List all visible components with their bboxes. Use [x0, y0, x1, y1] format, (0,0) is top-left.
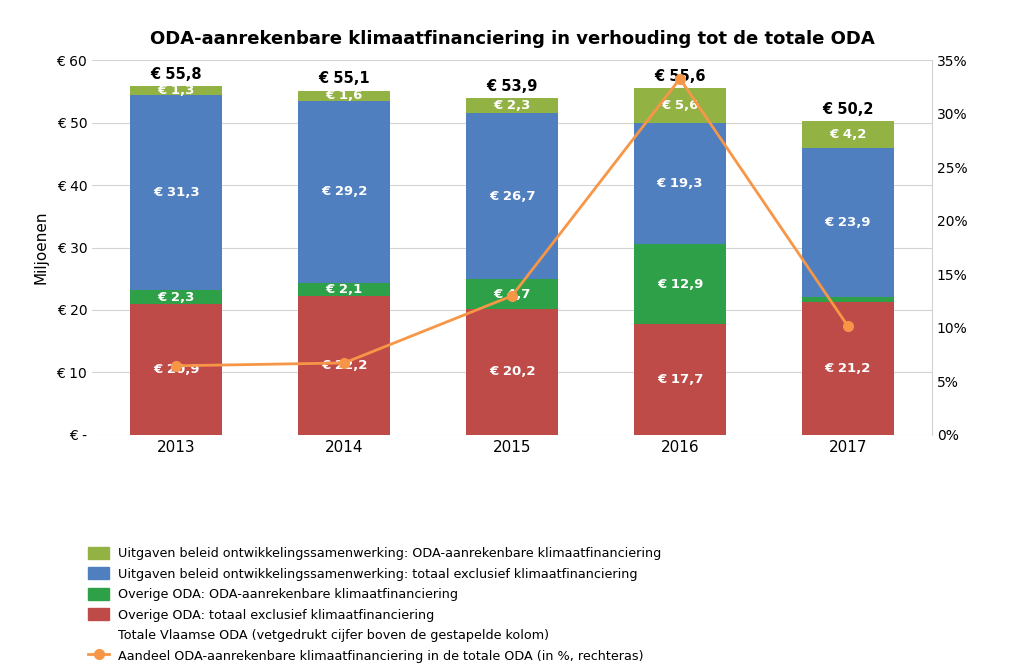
Bar [466, 308, 558, 435]
Text: € 1,6: € 1,6 [326, 89, 362, 102]
Text: € 50,2: € 50,2 [822, 102, 873, 117]
Bar [634, 88, 726, 123]
Text: € 17,7: € 17,7 [656, 373, 703, 386]
Bar [802, 302, 894, 435]
Text: € 22,2: € 22,2 [321, 359, 368, 372]
Title: ODA-aanrekenbare klimaatfinanciering in verhouding tot de totale ODA: ODA-aanrekenbare klimaatfinanciering in … [150, 29, 874, 47]
Bar [634, 244, 726, 324]
Text: € 26,7: € 26,7 [488, 189, 536, 203]
Text: € 31,3: € 31,3 [153, 186, 200, 199]
Bar [298, 296, 390, 435]
Text: € 4,2: € 4,2 [829, 128, 866, 141]
Text: € 21,2: € 21,2 [824, 362, 871, 375]
Text: € 55,6: € 55,6 [654, 69, 706, 84]
Bar [802, 148, 894, 297]
Bar [130, 290, 222, 304]
Bar [130, 304, 222, 435]
Text: € 20,2: € 20,2 [488, 365, 536, 378]
Text: € 1,3: € 1,3 [158, 84, 195, 97]
Text: € 12,9: € 12,9 [656, 278, 703, 290]
Bar [634, 324, 726, 435]
Text: € 55,8: € 55,8 [151, 67, 202, 82]
Text: € 29,2: € 29,2 [321, 185, 368, 199]
Text: € 53,9: € 53,9 [486, 79, 538, 94]
Bar [466, 98, 558, 112]
Bar [466, 112, 558, 280]
Text: € 19,3: € 19,3 [656, 177, 703, 190]
Text: € 2,3: € 2,3 [158, 290, 195, 304]
Text: € 4,7: € 4,7 [494, 288, 530, 300]
Y-axis label: Miljoenen: Miljoenen [33, 211, 48, 284]
Bar [634, 123, 726, 244]
Legend: Uitgaven beleid ontwikkelingssamenwerking: ODA-aanrekenbare klimaatfinanciering,: Uitgaven beleid ontwikkelingssamenwerkin… [88, 547, 660, 662]
Text: € 20,9: € 20,9 [153, 363, 200, 376]
Bar [466, 280, 558, 308]
Bar [298, 283, 390, 296]
Text: € 5,6: € 5,6 [662, 99, 698, 112]
Bar [802, 121, 894, 148]
Bar [298, 91, 390, 101]
Text: € 2,1: € 2,1 [326, 283, 362, 296]
Text: € 2,3: € 2,3 [494, 99, 530, 112]
Text: € 23,9: € 23,9 [824, 215, 871, 229]
Bar [130, 94, 222, 290]
Bar [130, 86, 222, 94]
Bar [298, 101, 390, 283]
Bar [802, 297, 894, 302]
Text: € 55,1: € 55,1 [318, 72, 370, 86]
